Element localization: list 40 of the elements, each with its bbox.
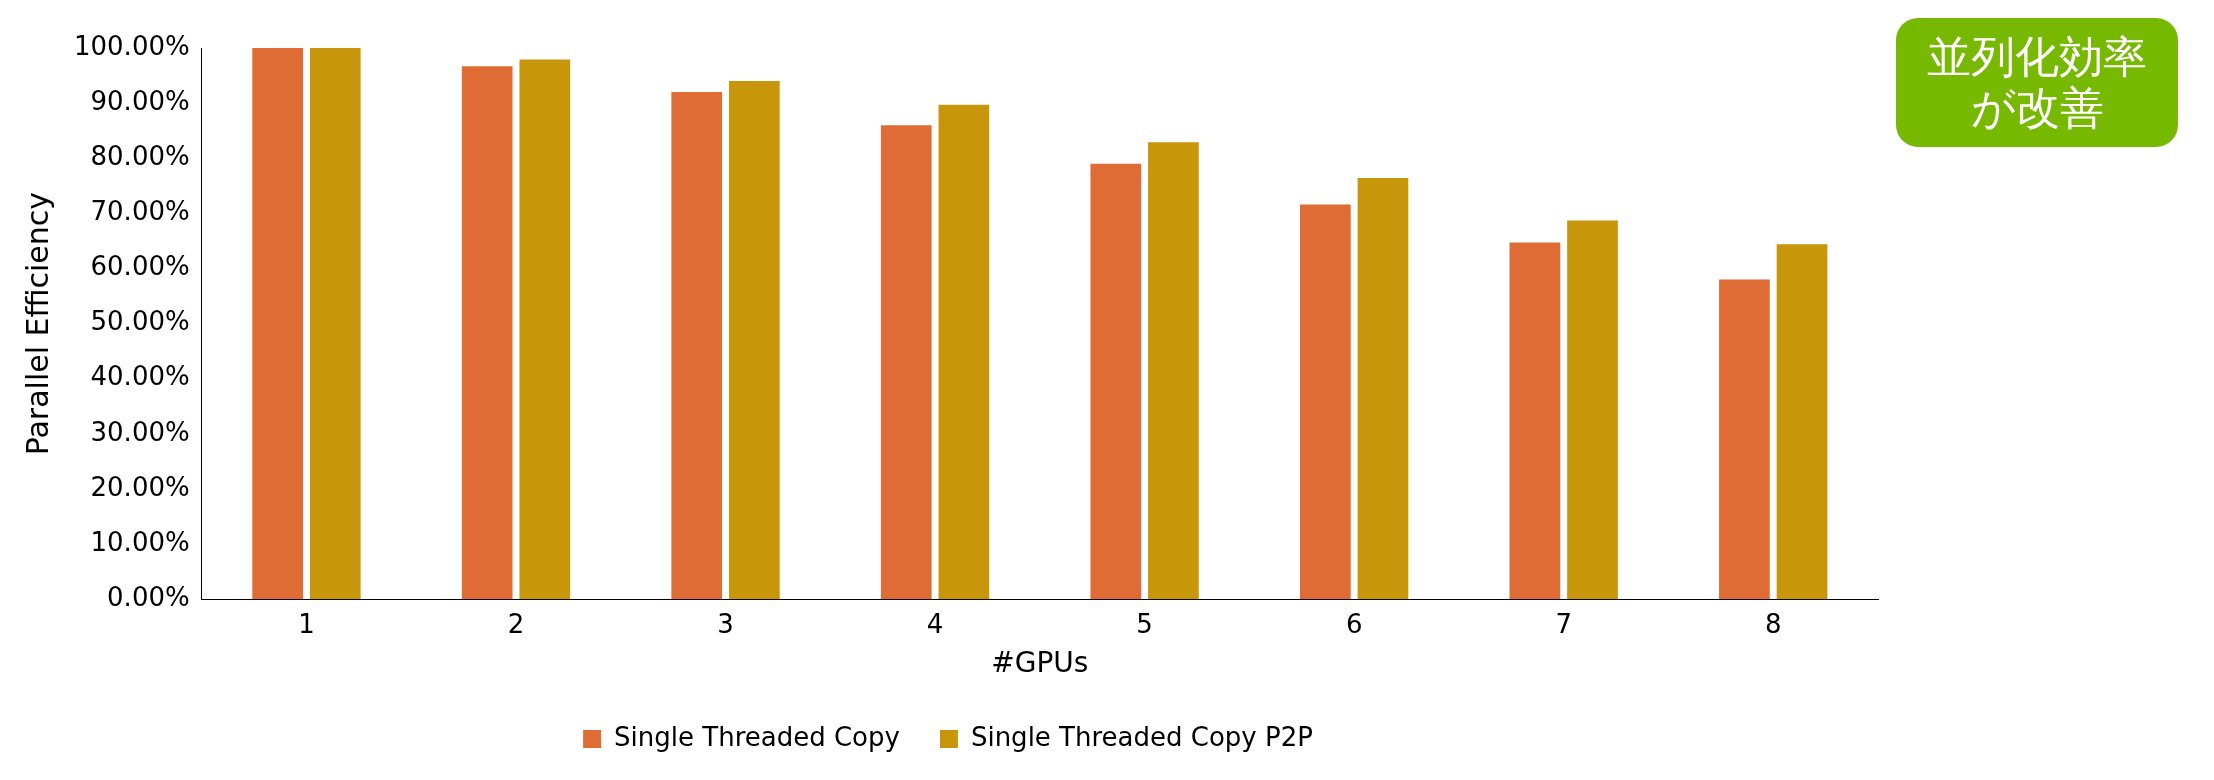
bar [1509, 242, 1561, 600]
y-tick-label: 50.00% [90, 306, 190, 337]
x-tick-label: 3 [717, 608, 734, 639]
y-tick-label: 20.00% [90, 471, 190, 502]
y-tick-label: 90.00% [90, 85, 190, 116]
y-tick-label: 60.00% [90, 251, 190, 282]
bar [252, 48, 303, 600]
bar [1567, 220, 1618, 600]
bar [1148, 142, 1199, 600]
y-tick-label: 100.00% [73, 30, 190, 61]
bar [309, 48, 361, 600]
x-tick-label: 5 [1136, 608, 1153, 639]
bar [728, 81, 780, 600]
x-tick-label: 7 [1555, 608, 1572, 639]
bar [671, 92, 723, 600]
y-tick-label: 10.00% [90, 526, 190, 557]
bar [1357, 178, 1409, 600]
legend-label: Single Threaded Copy [614, 721, 900, 752]
y-axis-title: Parallel Efficiency [19, 191, 55, 456]
x-tick-label: 8 [1764, 608, 1782, 639]
legend-label: Single Threaded Copy P2P [970, 721, 1313, 752]
bar [1776, 244, 1828, 600]
x-axis-title: #GPUs [991, 646, 1089, 680]
bar [461, 66, 513, 600]
text: 並列化効率が改善 [1896, 18, 2178, 148]
x-tick-label: 2 [507, 608, 525, 639]
y-tick-label: 80.00% [90, 140, 190, 171]
y-tick-label: 0.00% [107, 581, 190, 612]
x-tick-label: 6 [1345, 608, 1363, 639]
bar [1299, 204, 1351, 600]
y-tick-label: 70.00% [90, 196, 190, 227]
bar [938, 104, 990, 600]
bar [1719, 279, 1770, 600]
x-tick-label: 1 [298, 608, 315, 639]
bar [880, 125, 932, 600]
y-tick-label: 30.00% [90, 416, 190, 447]
bar [1090, 163, 1142, 600]
x-tick-label: 4 [926, 608, 944, 639]
bar [519, 59, 571, 600]
y-tick-label: 40.00% [90, 361, 190, 392]
